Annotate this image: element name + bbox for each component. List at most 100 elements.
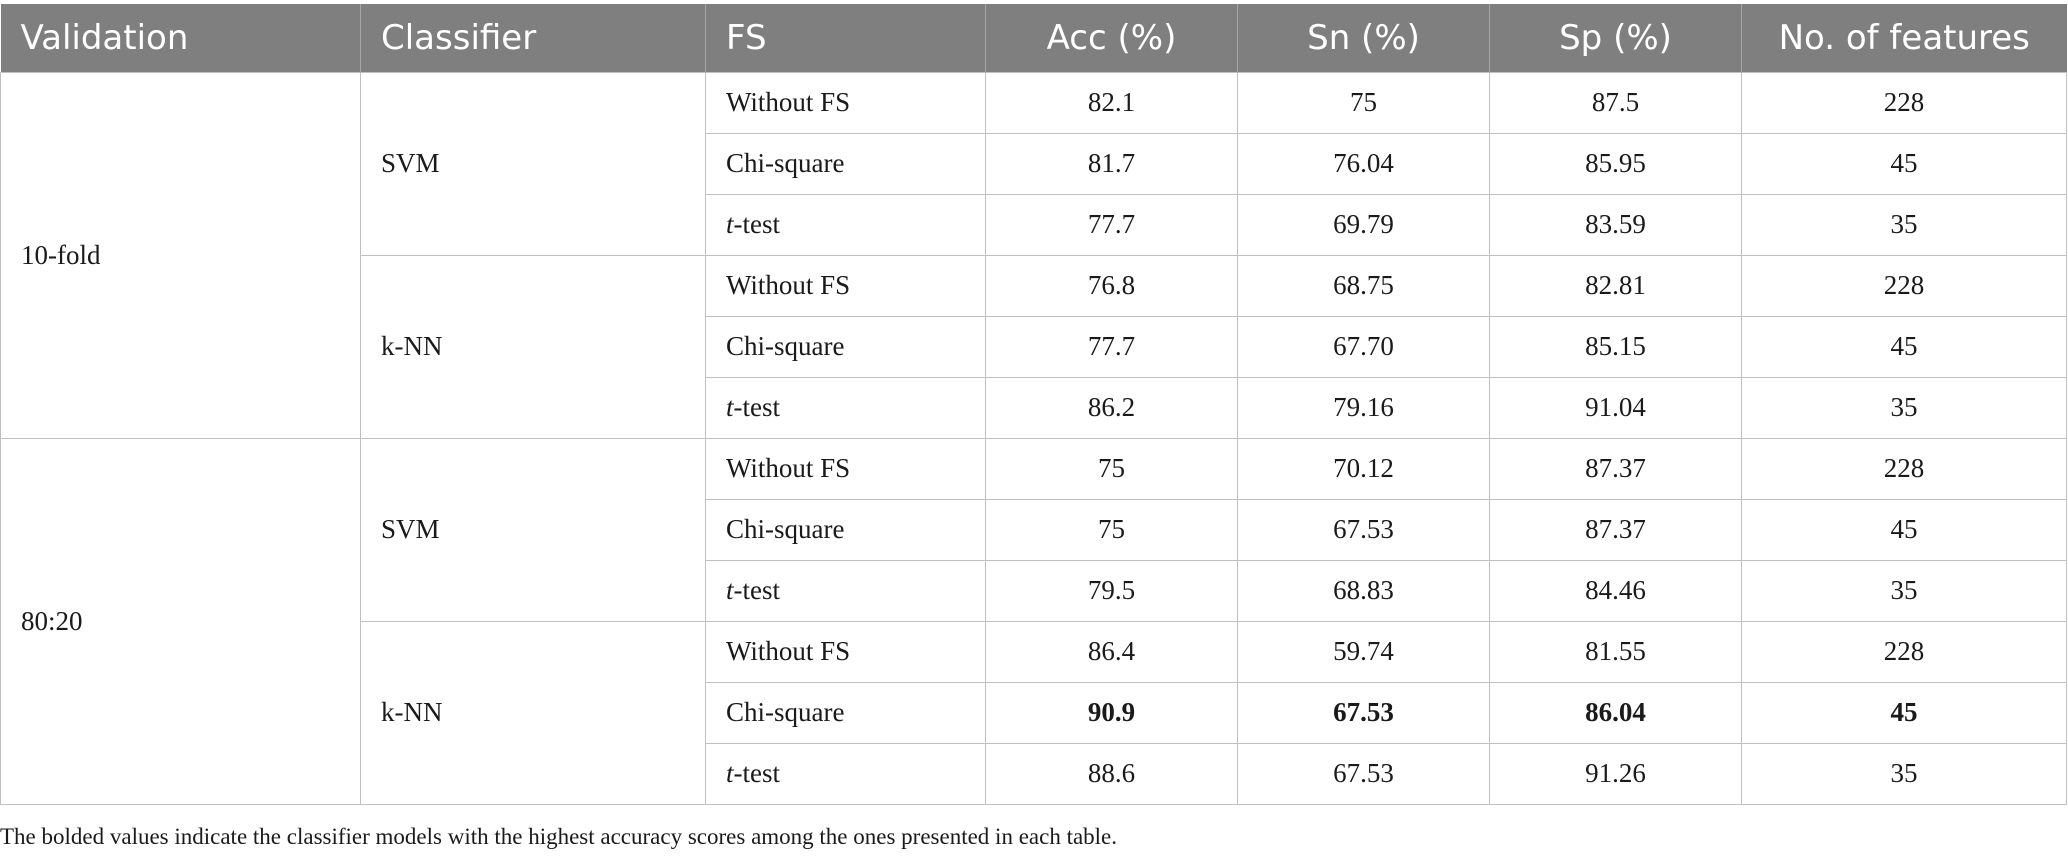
fs-label: Chi-square — [726, 148, 845, 178]
classifier-cell: k-NN — [360, 620, 706, 805]
fs-label: Chi-square — [726, 514, 845, 544]
sn-cell: 70.12 — [1237, 437, 1490, 500]
fs-cell: Without FS — [705, 71, 986, 134]
table-row: Chi-square 77.7 67.70 85.15 45 — [1, 315, 2067, 378]
classifier-cell: SVM — [360, 437, 706, 622]
results-table: Validation Classifier FS Acc (%) Sn (%) … — [0, 4, 2067, 805]
acc-cell: 77.7 — [985, 193, 1238, 256]
fs-cell: Chi-square — [705, 132, 986, 195]
features-cell: 228 — [1741, 254, 2067, 317]
fs-cell: Without FS — [705, 437, 986, 500]
sp-cell: 87.37 — [1489, 437, 1742, 500]
fs-cell: Without FS — [705, 620, 986, 683]
sn-cell: 68.83 — [1237, 559, 1490, 622]
fs-cell: Without FS — [705, 254, 986, 317]
table-row: Chi-square 90.9 67.53 86.04 45 — [1, 681, 2067, 744]
sp-cell: 84.46 — [1489, 559, 1742, 622]
header-validation: Validation — [0, 4, 361, 72]
sp-cell: 91.26 — [1489, 742, 1742, 805]
acc-cell: 86.2 — [985, 376, 1238, 439]
sn-cell: 59.74 — [1237, 620, 1490, 683]
sp-cell: 83.59 — [1489, 193, 1742, 256]
header-row: Validation Classifier FS Acc (%) Sn (%) … — [0, 4, 2067, 72]
acc-cell: 76.8 — [985, 254, 1238, 317]
fs-label: Chi-square — [726, 331, 845, 361]
header-sp: Sp (%) — [1489, 4, 1742, 72]
features-cell: 45 — [1741, 498, 2067, 561]
features-cell: 228 — [1741, 71, 2067, 134]
sn-cell: 79.16 — [1237, 376, 1490, 439]
fs-label: Chi-square — [726, 697, 845, 727]
classifier-cell: k-NN — [360, 254, 706, 439]
header-classifier: Classifier — [360, 4, 706, 72]
acc-cell: 75 — [985, 437, 1238, 500]
header-fs: FS — [705, 4, 986, 72]
acc-cell: 88.6 — [985, 742, 1238, 805]
sp-cell: 87.5 — [1489, 71, 1742, 134]
fs-label: Without FS — [726, 87, 851, 117]
fs-italic-prefix: t — [726, 392, 734, 422]
features-cell: 228 — [1741, 620, 2067, 683]
table-row: t-test 88.6 67.53 91.26 35 — [1, 742, 2067, 805]
sp-cell: 85.15 — [1489, 315, 1742, 378]
fs-cell: Chi-square — [705, 315, 986, 378]
fs-italic-prefix: t — [726, 575, 734, 605]
sn-cell: 67.53 — [1237, 498, 1490, 561]
fs-cell: t-test — [705, 376, 986, 439]
fs-label: Without FS — [726, 270, 851, 300]
fs-italic-prefix: t — [726, 209, 734, 239]
features-cell: 35 — [1741, 376, 2067, 439]
features-cell: 45 — [1741, 315, 2067, 378]
features-cell: 228 — [1741, 437, 2067, 500]
table-row: k-NN Without FS 86.4 59.74 81.55 228 — [1, 620, 2067, 805]
acc-cell: 86.4 — [985, 620, 1238, 683]
sn-cell: 75 — [1237, 71, 1490, 134]
acc-cell: 90.9 — [985, 681, 1238, 744]
fs-cell: t-test — [705, 742, 986, 805]
fs-label: -test — [733, 758, 781, 788]
sp-cell: 81.55 — [1489, 620, 1742, 683]
features-cell: 45 — [1741, 132, 2067, 195]
sn-cell: 68.75 — [1237, 254, 1490, 317]
features-cell: 35 — [1741, 193, 2067, 256]
sn-cell: 76.04 — [1237, 132, 1490, 195]
acc-cell: 81.7 — [985, 132, 1238, 195]
acc-cell: 77.7 — [985, 315, 1238, 378]
fs-cell: t-test — [705, 193, 986, 256]
table-header: Validation Classifier FS Acc (%) Sn (%) … — [0, 4, 2067, 72]
sp-cell: 85.95 — [1489, 132, 1742, 195]
classifier-cell: SVM — [360, 71, 706, 256]
table-row: 80:20 SVM Without FS 75 70.12 87.37 228 — [0, 437, 2067, 805]
fs-italic-prefix: t — [726, 758, 734, 788]
features-cell: 35 — [1741, 742, 2067, 805]
sn-cell: 67.53 — [1237, 742, 1490, 805]
fs-label: -test — [733, 575, 781, 605]
features-cell: 35 — [1741, 559, 2067, 622]
header-sn: Sn (%) — [1237, 4, 1490, 72]
acc-cell: 79.5 — [985, 559, 1238, 622]
sp-cell: 86.04 — [1489, 681, 1742, 744]
validation-cell: 10-fold — [0, 71, 361, 439]
sp-cell: 82.81 — [1489, 254, 1742, 317]
header-acc: Acc (%) — [985, 4, 1238, 72]
table-footnote: The bolded values indicate the classifie… — [0, 824, 1118, 849]
sn-cell: 67.53 — [1237, 681, 1490, 744]
acc-cell: 82.1 — [985, 71, 1238, 134]
fs-label: -test — [733, 209, 781, 239]
table-body: 10-fold SVM Without FS 82.1 75 87.5 228 Chi-squ… — [0, 71, 2067, 805]
fs-label: Without FS — [726, 636, 851, 666]
fs-cell: Chi-square — [705, 681, 986, 744]
table-row: Chi-square 75 67.53 87.37 45 — [1, 498, 2067, 561]
sn-cell: 67.70 — [1237, 315, 1490, 378]
acc-cell: 75 — [985, 498, 1238, 561]
validation-cell: 80:20 — [0, 437, 361, 805]
header-features: No. of features — [1741, 4, 2067, 72]
fs-label: -test — [733, 392, 781, 422]
fs-cell: t-test — [705, 559, 986, 622]
sp-cell: 87.37 — [1489, 498, 1742, 561]
sp-cell: 91.04 — [1489, 376, 1742, 439]
features-cell: 45 — [1741, 681, 2067, 744]
table-row: 10-fold SVM Without FS 82.1 75 87.5 228 — [0, 71, 2067, 439]
table-row: t-test 77.7 69.79 83.59 35 — [1, 193, 2067, 256]
fs-label: Without FS — [726, 453, 851, 483]
